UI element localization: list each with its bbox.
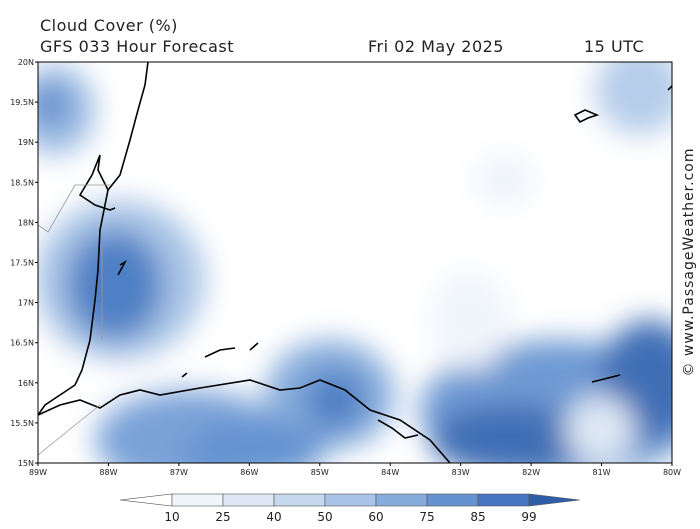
lon-label: 88W	[99, 468, 117, 477]
lon-label: 82W	[522, 468, 540, 477]
lon-label: 89W	[29, 468, 47, 477]
lat-label: 19.5N	[10, 98, 34, 107]
colorbar-label: 10	[164, 510, 179, 524]
lon-label: 83W	[452, 468, 470, 477]
colorbar-segment	[324, 493, 377, 507]
lat-label: 17.5N	[10, 259, 34, 268]
lat-label: 16N	[18, 379, 34, 388]
credit: © www.PassageWeather.com	[681, 147, 697, 376]
colorbar-label: 60	[368, 510, 383, 524]
lon-label: 86W	[240, 468, 258, 477]
lat-label: 18N	[18, 218, 34, 227]
lon-label: 80W	[663, 468, 681, 477]
colorbar-label: 75	[419, 510, 434, 524]
date: Fri 02 May 2025	[368, 37, 504, 56]
colorbar-segment	[426, 493, 479, 507]
colorbar-label: 25	[215, 510, 230, 524]
title: Cloud Cover (%)	[40, 16, 178, 35]
lat-label: 17N	[18, 299, 34, 308]
colorbar-label: 40	[266, 510, 281, 524]
colorbar-segment	[171, 493, 224, 507]
subtitle: GFS 033 Hour Forecast	[40, 37, 234, 56]
coastline	[38, 62, 672, 463]
time: 15 UTC	[584, 37, 644, 56]
colorbar-low	[119, 493, 173, 507]
lon-label: 81W	[593, 468, 611, 477]
colorbar-segment	[222, 493, 275, 507]
colorbar-label: 99	[521, 510, 536, 524]
lon-label: 87W	[170, 468, 188, 477]
cloud-field	[38, 62, 672, 463]
lat-label: 20N	[18, 58, 34, 67]
colorbar-high	[528, 493, 581, 507]
lat-label: 18.5N	[10, 178, 34, 187]
lon-label: 84W	[381, 468, 399, 477]
colorbar-label: 50	[317, 510, 332, 524]
colorbar-segment	[375, 493, 428, 507]
colorbar-label: 85	[470, 510, 485, 524]
lon-label: 85W	[311, 468, 329, 477]
colorbar-segment	[273, 493, 326, 507]
lat-label: 19N	[18, 138, 34, 147]
lat-label: 15N	[18, 459, 34, 468]
lat-label: 15.5N	[10, 419, 34, 428]
lat-label: 16.5N	[10, 339, 34, 348]
colorbar-segment	[477, 493, 530, 507]
